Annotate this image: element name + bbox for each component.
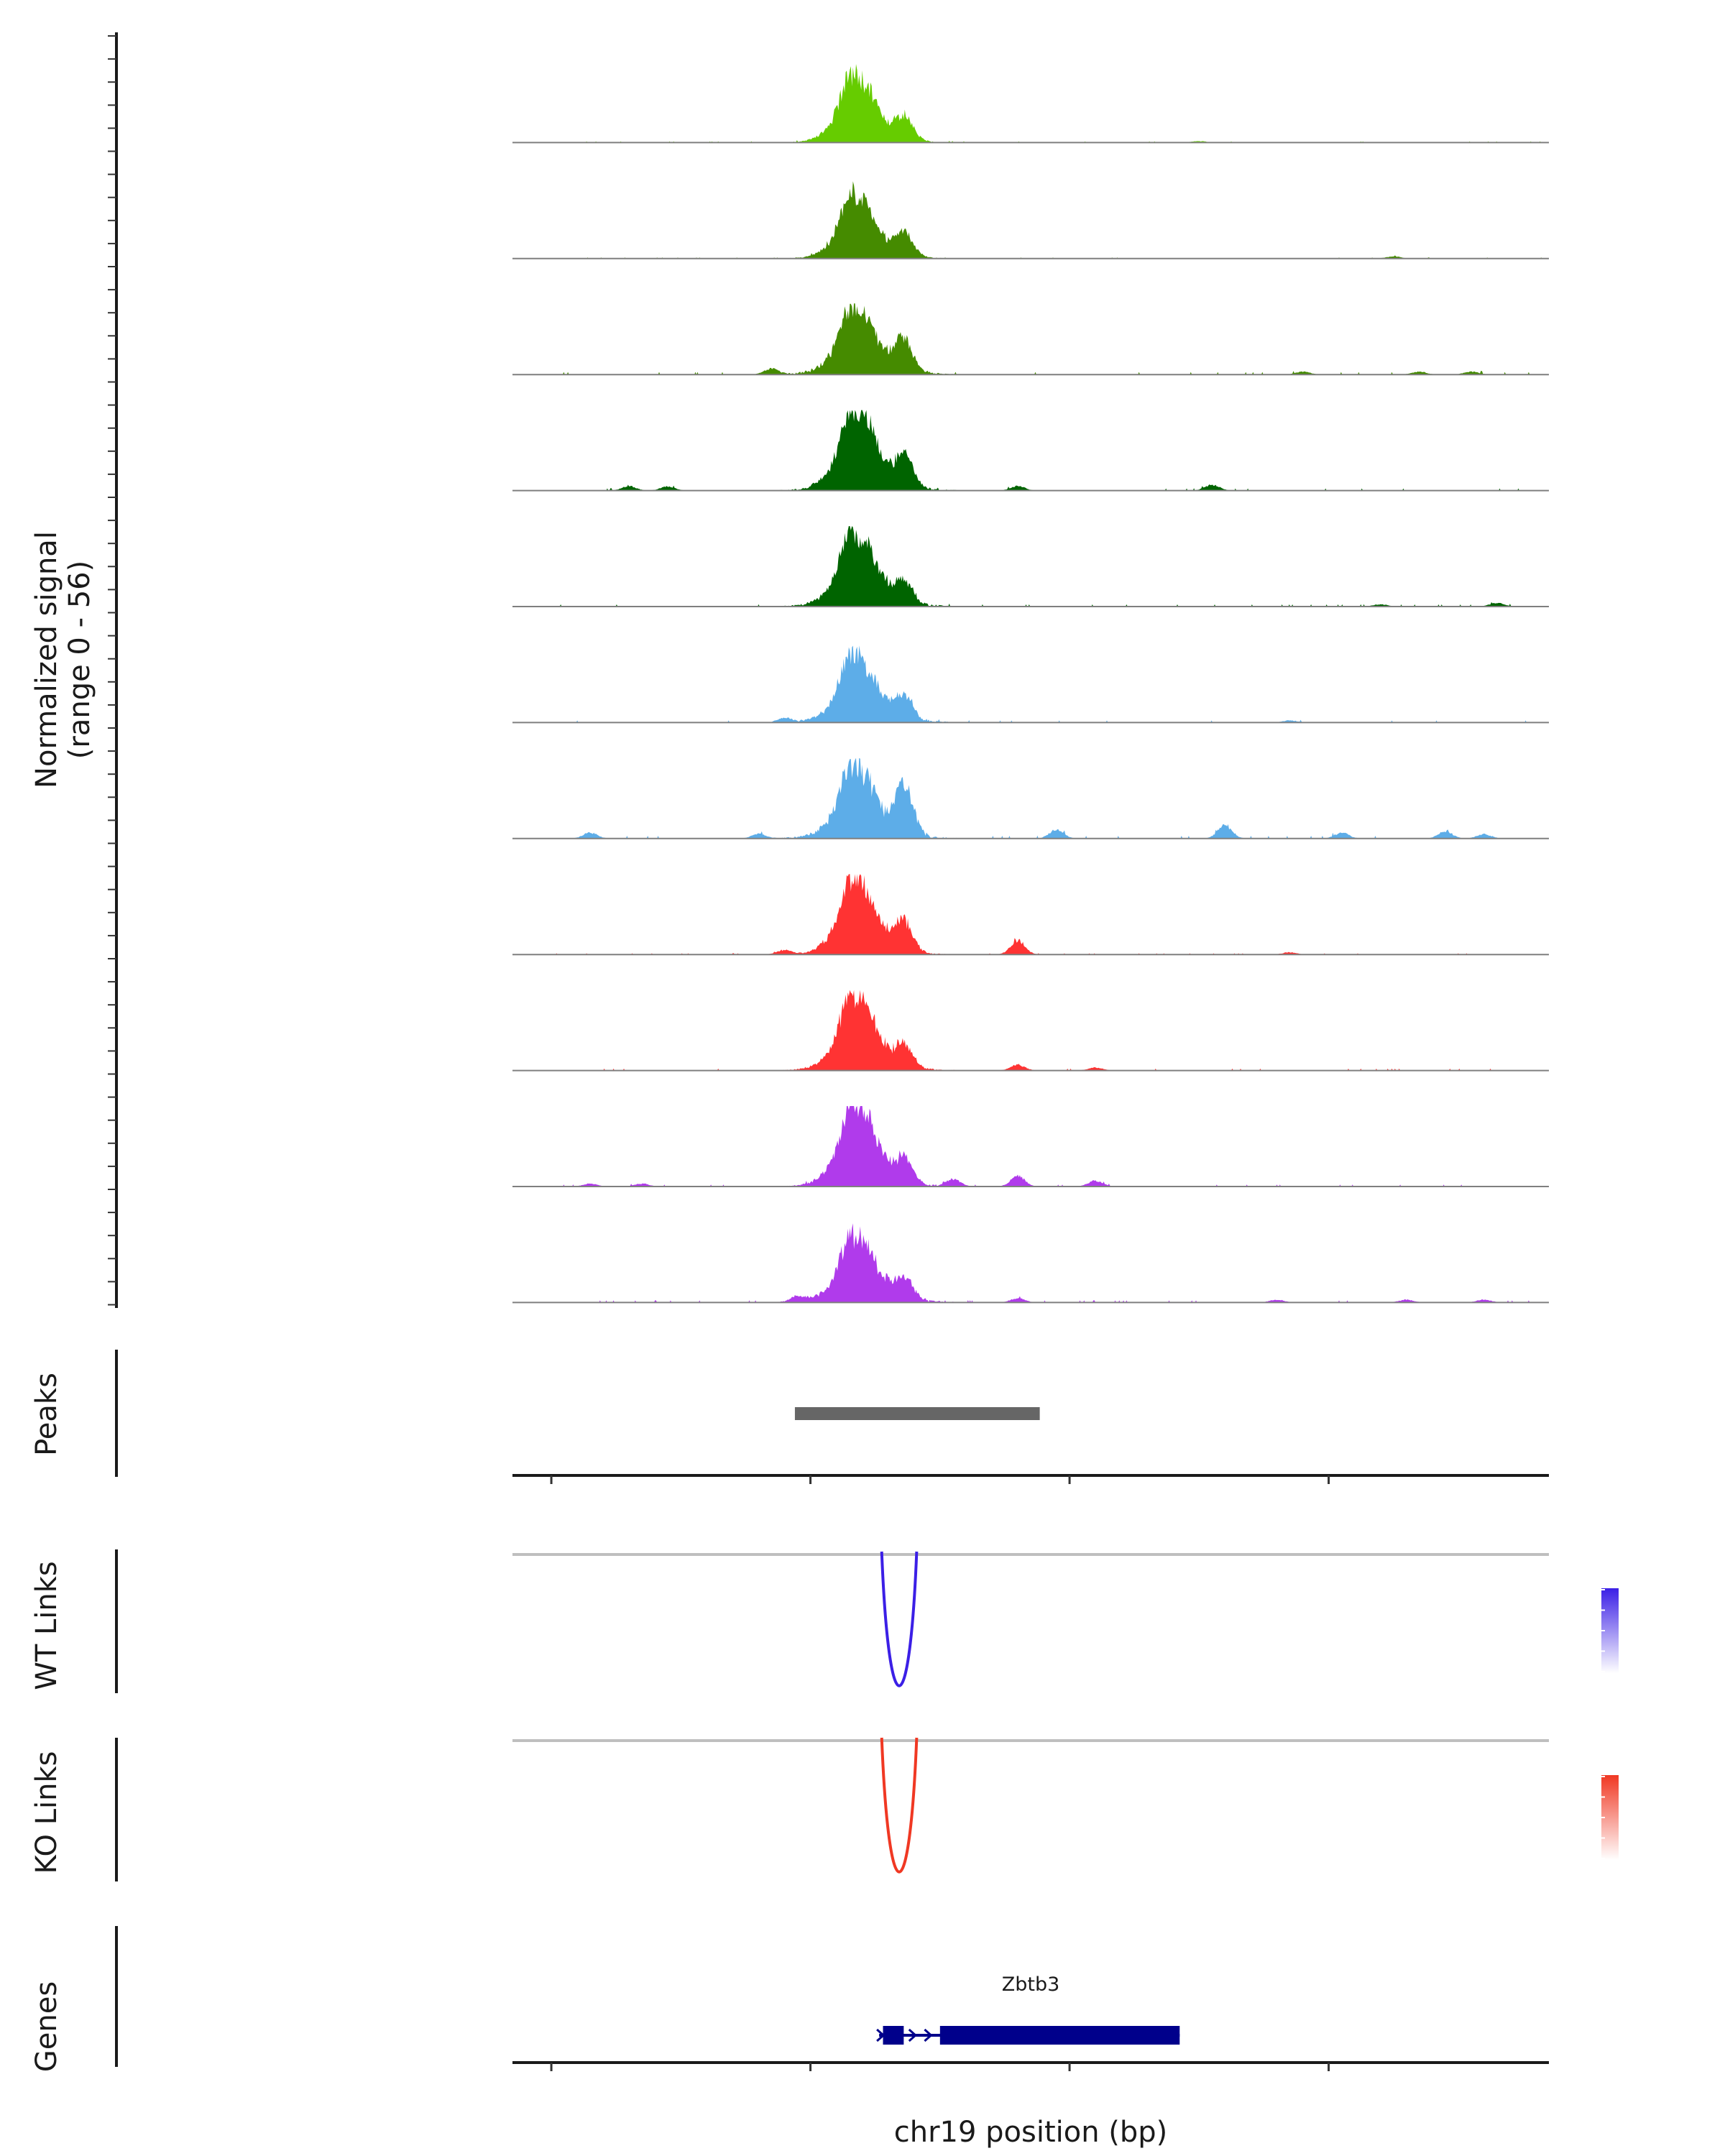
ko-links-track-label: KO Links bbox=[30, 1751, 63, 1874]
links-panel bbox=[115, 1549, 1549, 1881]
coverage-area-7 bbox=[512, 874, 1542, 955]
coverage-area-9 bbox=[512, 1106, 1542, 1187]
coverage-area-0 bbox=[512, 64, 1542, 143]
genes-panel bbox=[115, 1926, 1180, 2067]
coverage-area-4 bbox=[512, 526, 1542, 607]
gene-exon-1 bbox=[939, 2026, 1180, 2045]
x-axis-title: chr19 position (bp) bbox=[894, 2116, 1168, 2149]
peak-bar-0 bbox=[794, 1407, 1040, 1420]
gene-exon-0 bbox=[883, 2026, 904, 2045]
coverage-area-1 bbox=[512, 181, 1542, 259]
peaks-track-label: Peaks bbox=[30, 1373, 63, 1456]
coverage-y-axis-title-line1: Normalized signal bbox=[30, 531, 63, 788]
coverage-area-6 bbox=[512, 757, 1542, 839]
coverage-y-axis-title-line2: (range 0 - 56) bbox=[63, 561, 96, 759]
coverage-panel bbox=[108, 32, 1549, 1308]
link-arc-1 bbox=[880, 1737, 919, 1874]
gene-name-label: Zbtb3 bbox=[1002, 1973, 1060, 1996]
upper-x-axis bbox=[512, 1474, 1549, 1484]
coverage-area-2 bbox=[512, 303, 1542, 375]
gene-strand-arrow-2 bbox=[924, 2028, 933, 2042]
link-arc-0 bbox=[880, 1551, 919, 1687]
gene-strand-arrow-0 bbox=[876, 2028, 886, 2042]
wt-links-track-label: WT Links bbox=[30, 1561, 63, 1690]
coverage-area-3 bbox=[512, 410, 1542, 491]
gene-strand-arrow-1 bbox=[908, 2028, 918, 2042]
peaks-panel bbox=[115, 1350, 1040, 1477]
coverage-area-5 bbox=[512, 645, 1542, 723]
score-legends bbox=[1601, 1588, 1619, 1860]
coverage-area-10 bbox=[512, 1223, 1542, 1303]
lower-x-axis bbox=[512, 2061, 1549, 2071]
genes-track-label: Genes bbox=[30, 1981, 63, 2072]
coverage-area-8 bbox=[512, 990, 1542, 1071]
